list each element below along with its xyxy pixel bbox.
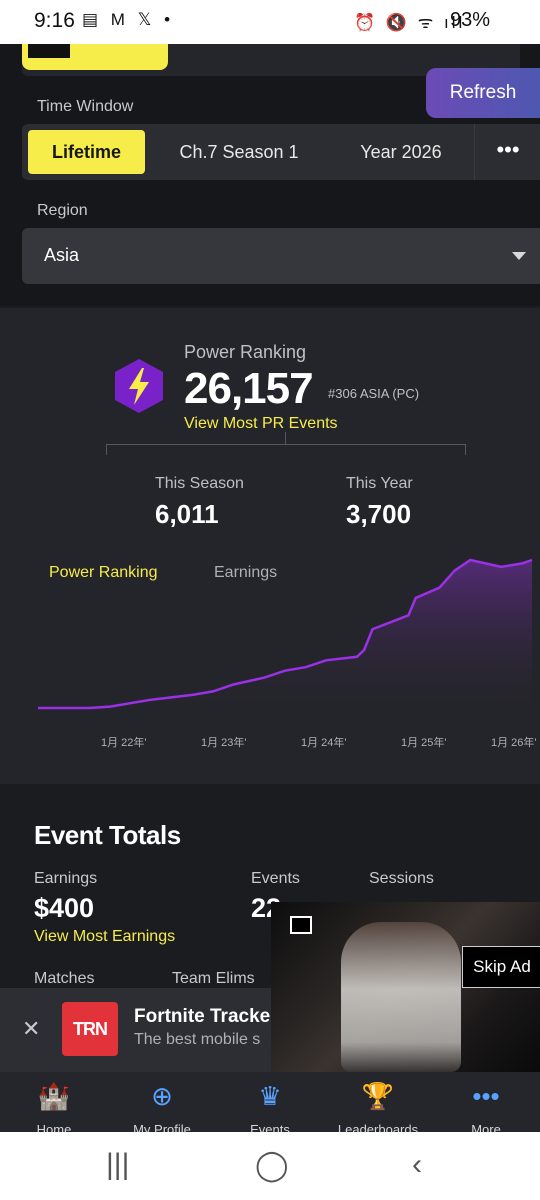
x-tick-label: 1月 24年': [301, 737, 347, 749]
caret-down-icon: [512, 252, 526, 260]
power-ranking-value: 26,157: [184, 364, 314, 413]
view-most-earnings-link[interactable]: View Most Earnings: [34, 928, 176, 945]
castle-icon: 🏰: [37, 1081, 71, 1111]
chart-line: [38, 558, 533, 710]
tab-year[interactable]: Year 2026: [360, 142, 442, 162]
nav-my-profile[interactable]: ⊕ My Profile: [112, 1080, 212, 1137]
x-tick-label: 1月 22年': [101, 737, 147, 749]
ad-video-frame: [341, 922, 461, 1072]
tab-lifetime[interactable]: Lifetime: [28, 130, 145, 174]
view-most-pr-events-link[interactable]: View Most PR Events: [184, 415, 338, 432]
tab-power-ranking[interactable]: Power Ranking: [49, 564, 158, 581]
tab-season[interactable]: Ch.7 Season 1: [179, 142, 299, 162]
ad-badge-icon: [290, 916, 312, 934]
app-install-banner[interactable]: [0, 988, 300, 1072]
more-icon: •••: [472, 1081, 500, 1111]
lightning-hexagon-icon: [115, 359, 163, 413]
trn-logo: TRN: [62, 1002, 118, 1056]
podium-icon: 🏆: [361, 1081, 395, 1111]
this-season-value: 6,011: [155, 499, 219, 529]
crown-icon: ♛: [258, 1081, 282, 1111]
power-ranking-chart: [38, 558, 533, 710]
time-window-label: Time Window: [37, 98, 134, 115]
banner-subtitle: The best mobile s: [134, 1031, 261, 1048]
event-totals-title: Event Totals: [34, 820, 181, 850]
region-select[interactable]: Asia: [22, 228, 540, 284]
divider: [285, 432, 286, 444]
home-button[interactable]: ◯: [255, 1149, 289, 1182]
team-elims-label: Team Elims: [172, 970, 255, 987]
events-label: Events: [251, 870, 300, 887]
earnings-value: $400: [34, 893, 95, 923]
system-navigation-bar: [0, 1132, 540, 1200]
tab-earnings[interactable]: Earnings: [214, 564, 278, 581]
skip-ad-button[interactable]: Skip Ad: [462, 946, 540, 988]
x-tick-label: 1月 25年': [401, 737, 447, 749]
this-season-label: This Season: [155, 475, 244, 492]
recents-button[interactable]: |||: [106, 1148, 130, 1181]
region-value: Asia: [44, 245, 80, 265]
this-year-value: 3,700: [346, 499, 412, 529]
nav-more[interactable]: ••• More: [436, 1080, 536, 1137]
power-ranking-title: Power Ranking: [184, 342, 307, 362]
bottom-navigation: [0, 1072, 540, 1132]
earnings-label: Earnings: [34, 870, 98, 887]
close-icon[interactable]: ✕: [22, 1016, 41, 1041]
power-ranking-rank: #306 ASIA (PC): [328, 386, 420, 401]
app-logo: [28, 44, 70, 58]
nav-leaderboards[interactable]: 🏆 Leaderboards: [328, 1080, 428, 1137]
status-bar: 9:16 ▤ M 𝕏 • ⏰ 🔇 ᯤ ıll 93%: [0, 0, 540, 44]
nav-events[interactable]: ♛ Events: [220, 1080, 320, 1137]
back-button[interactable]: ‹: [412, 1148, 422, 1181]
region-label: Region: [37, 202, 88, 219]
divider: [106, 444, 466, 455]
matches-label: Matches: [34, 970, 95, 987]
x-tick-label: 1月 26年': [491, 737, 537, 749]
more-options-button[interactable]: •••: [474, 124, 540, 180]
x-tick-label: 1月 23年': [201, 737, 247, 749]
plus-circle-icon: ⊕: [151, 1081, 173, 1111]
sessions-label: Sessions: [369, 870, 434, 887]
this-year-label: This Year: [346, 475, 413, 492]
clock: 9:16: [34, 9, 75, 32]
notification-icons: ▤ M 𝕏 •: [82, 10, 175, 29]
video-ad[interactable]: [271, 902, 540, 1072]
battery-level: 93%: [450, 9, 491, 31]
refresh-button[interactable]: Refresh: [426, 68, 540, 118]
banner-title: Fortnite Tracker: [134, 1006, 278, 1027]
system-icons: ⏰ 🔇 ᯤ ıll: [354, 13, 466, 32]
chart-area: [38, 560, 532, 708]
nav-home[interactable]: 🏰 Home: [4, 1080, 104, 1137]
